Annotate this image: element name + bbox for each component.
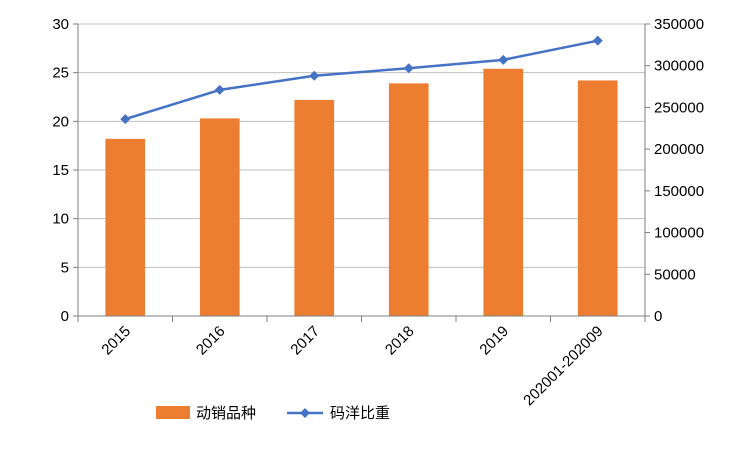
bar-series-dongxiao-pinzhong (105, 68, 618, 316)
legend: 动销品种 码洋比重 (156, 405, 390, 422)
y-left-tick-label: 0 (61, 308, 69, 325)
x-tick-label: 2019 (476, 323, 512, 359)
y-left-tick-label: 5 (61, 259, 69, 276)
line-point-2018 (403, 63, 414, 74)
bar-2017 (294, 99, 335, 316)
y-right-tick-label: 100000 (654, 225, 704, 242)
y-right-tick-label: 150000 (654, 183, 704, 200)
line-series-mayang-bizhong (120, 35, 603, 125)
bar-2016 (199, 118, 240, 316)
gridlines (78, 23, 645, 268)
y-left-tick-label: 10 (52, 211, 69, 228)
y-right-tick-label: 50000 (654, 266, 696, 283)
legend-swatch-bar (156, 406, 190, 419)
y-left-tick-label: 30 (52, 16, 69, 33)
bar-202001-202009 (577, 80, 618, 316)
y-right-tick-label: 300000 (654, 58, 704, 75)
y-left-tick-label: 25 (52, 65, 69, 82)
bar-2019 (483, 68, 524, 316)
line-point-2015 (120, 114, 131, 125)
x-tick-label: 2016 (193, 323, 229, 359)
y-right-tick-label: 0 (654, 308, 662, 325)
line-point-2017 (309, 70, 320, 81)
y-right-tick-label: 200000 (654, 141, 704, 158)
line-point-2019 (498, 54, 509, 65)
x-tick-label: 2015 (98, 323, 134, 359)
y-right-tick-label: 250000 (654, 99, 704, 116)
line-path (124, 39, 598, 121)
x-tick-label: 2018 (382, 323, 418, 359)
bar-2015 (105, 138, 146, 316)
bar-2018 (388, 83, 429, 316)
legend-swatch-marker (300, 408, 310, 418)
axes (73, 23, 650, 322)
legend-label-line: 码洋比重 (330, 405, 390, 422)
x-tick-label: 202001-202009 (520, 323, 606, 409)
y-left-tick-label: 20 (52, 113, 69, 130)
line-point-202001-202009 (592, 35, 603, 46)
legend-label-bar: 动销品种 (196, 405, 256, 422)
x-tick-label: 2017 (287, 323, 323, 359)
line-point-2016 (214, 84, 225, 95)
y-right-tick-label: 350000 (654, 16, 704, 33)
y-left-tick-label: 15 (52, 162, 69, 179)
